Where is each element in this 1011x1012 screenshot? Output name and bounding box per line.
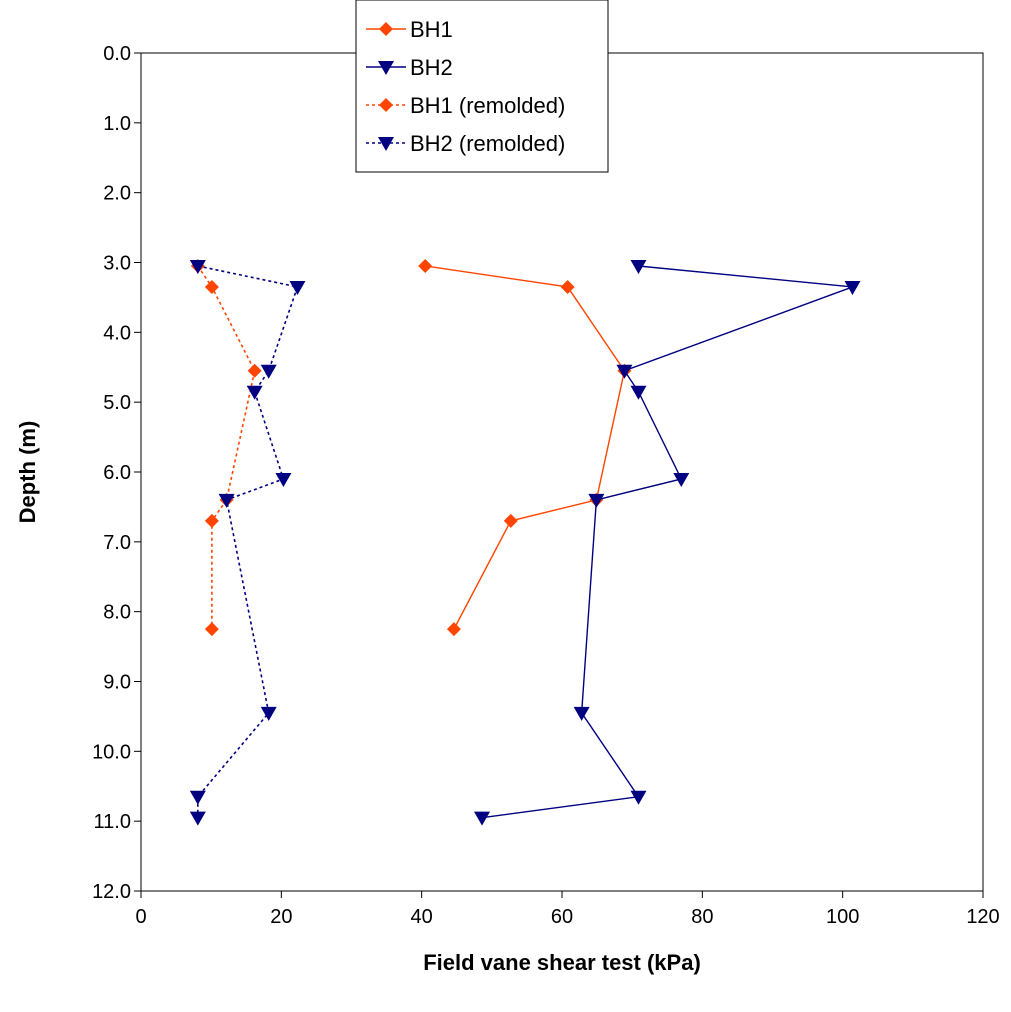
data-point — [204, 279, 219, 294]
y-tick-label: 4.0 — [103, 322, 131, 344]
data-point — [275, 472, 292, 487]
legend-marker — [378, 61, 394, 75]
y-axis: 0.0 1.0 2.0 3.0 4.0 5.0 6.0 7.0 8.0 9.0 10.0 11.0 12… — [92, 43, 141, 903]
y-tick-label: 0.0 — [103, 43, 131, 65]
y-tick-label: 7.0 — [103, 532, 131, 554]
data-point — [673, 472, 690, 487]
x-axis: 0 20 40 60 80 100 120 — [135, 891, 1000, 928]
data-point — [474, 811, 491, 826]
series-line-bh1 — [425, 265, 626, 630]
y-tick-label: 2.0 — [103, 183, 131, 205]
x-tick-label: 20 — [270, 906, 292, 928]
data-point — [289, 280, 306, 295]
data-point — [204, 622, 219, 637]
data-point — [446, 622, 461, 637]
data-point — [573, 706, 590, 721]
legend-label: BH1 (remolded) — [410, 93, 565, 118]
data-point — [260, 706, 277, 721]
x-axis-title: Field vane shear test (kPa) — [423, 950, 701, 975]
series-bh2-remolded — [189, 259, 306, 826]
y-tick-label: 5.0 — [103, 392, 131, 414]
y-tick-label: 8.0 — [103, 602, 131, 624]
data-point — [189, 790, 206, 805]
x-tick-label: 80 — [691, 906, 713, 928]
y-tick-label: 6.0 — [103, 462, 131, 484]
data-point — [560, 279, 575, 294]
y-tick-label: 3.0 — [103, 253, 131, 275]
data-point — [630, 385, 647, 400]
data-point — [616, 364, 633, 379]
series-layer — [189, 258, 861, 826]
y-tick-label: 11.0 — [94, 811, 131, 833]
data-point — [218, 493, 235, 508]
y-tick-label: 12.0 — [92, 881, 131, 903]
data-point — [204, 513, 219, 528]
x-tick-label: 0 — [135, 906, 146, 928]
y-tick-label: 9.0 — [103, 672, 131, 694]
data-point — [189, 811, 206, 826]
data-point — [189, 259, 206, 274]
data-point — [418, 258, 433, 273]
x-tick-label: 40 — [411, 906, 433, 928]
data-point — [503, 513, 518, 528]
data-point — [246, 385, 263, 400]
series-bh2 — [474, 259, 861, 826]
x-tick-label: 60 — [551, 906, 573, 928]
y-tick-label: 1.0 — [103, 113, 131, 135]
data-point — [630, 790, 647, 805]
x-tick-label: 120 — [966, 906, 999, 928]
data-point — [260, 364, 277, 379]
legend-marker — [379, 22, 393, 36]
legend-marker — [378, 137, 394, 151]
data-point — [588, 493, 605, 508]
x-tick-label: 100 — [826, 906, 859, 928]
data-point — [247, 363, 262, 378]
data-point — [630, 259, 647, 274]
plot-area — [140, 52, 984, 892]
y-axis-title: Depth (m) — [15, 421, 40, 524]
legend-label: BH2 — [410, 55, 453, 80]
legend-label: BH1 — [410, 17, 453, 42]
legend-label: BH2 (remolded) — [410, 131, 565, 156]
legend: BH1 BH2 BH1 (remolded) BH2 (remolded) — [355, 0, 609, 173]
series-line-bh1-remolded — [197, 265, 256, 630]
y-tick-label: 10.0 — [92, 741, 131, 763]
legend-marker — [379, 98, 393, 112]
data-point — [844, 280, 861, 295]
